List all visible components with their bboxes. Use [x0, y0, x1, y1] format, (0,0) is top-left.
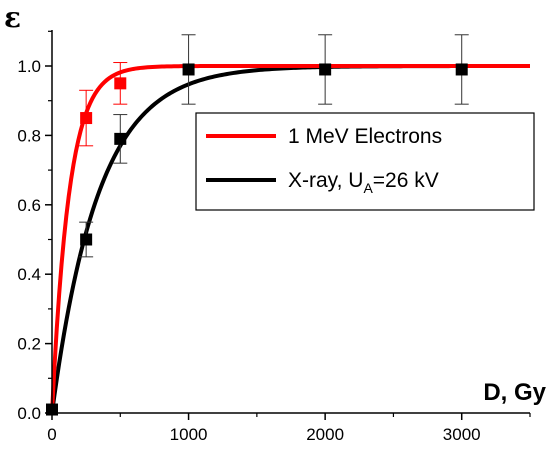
y-tick-label: 1.0: [17, 57, 41, 76]
data-point-xray: [319, 63, 332, 76]
data-point-xray: [114, 132, 127, 145]
legend-label-xray-suffix: =26 kV: [373, 169, 439, 192]
data-point-xray: [182, 63, 195, 76]
data-point-xray: [455, 63, 468, 76]
legend-label-xray-sub: A: [363, 180, 373, 196]
y-tick-label: 0.0: [17, 404, 41, 423]
x-tick-label: 1000: [170, 425, 208, 444]
plot-marks: [46, 34, 530, 416]
y-tick-label: 0.2: [17, 335, 41, 354]
x-tick-label: 3000: [443, 425, 481, 444]
data-point-electrons: [114, 77, 127, 90]
x-axis-title: D, Gy: [483, 379, 546, 406]
y-axis-title: ε: [4, 1, 21, 34]
y-tick-label: 0.6: [17, 196, 41, 215]
legend-box: [195, 112, 535, 211]
y-tick-label: 0.4: [17, 265, 41, 284]
legend-label-xray-main: X-ray, U: [288, 169, 363, 192]
ticks: 0 1000 2000 3000 0.0 0.2 0.4 0.6 0.8 1.0: [17, 30, 531, 444]
data-point-electrons: [80, 112, 93, 125]
legend: 1 MeV Electrons X-ray, UA=26 kV: [195, 112, 535, 211]
legend-label-electrons: 1 MeV Electrons: [288, 125, 442, 148]
legend-label-xray: X-ray, UA=26 kV: [288, 169, 439, 196]
y-tick-label: 0.8: [17, 126, 41, 145]
data-point-xray: [80, 233, 93, 246]
axes: [51, 30, 530, 414]
fit-curve-electrons: [50, 64, 530, 414]
x-tick-label: 0: [47, 425, 56, 444]
x-tick-label: 2000: [306, 425, 344, 444]
